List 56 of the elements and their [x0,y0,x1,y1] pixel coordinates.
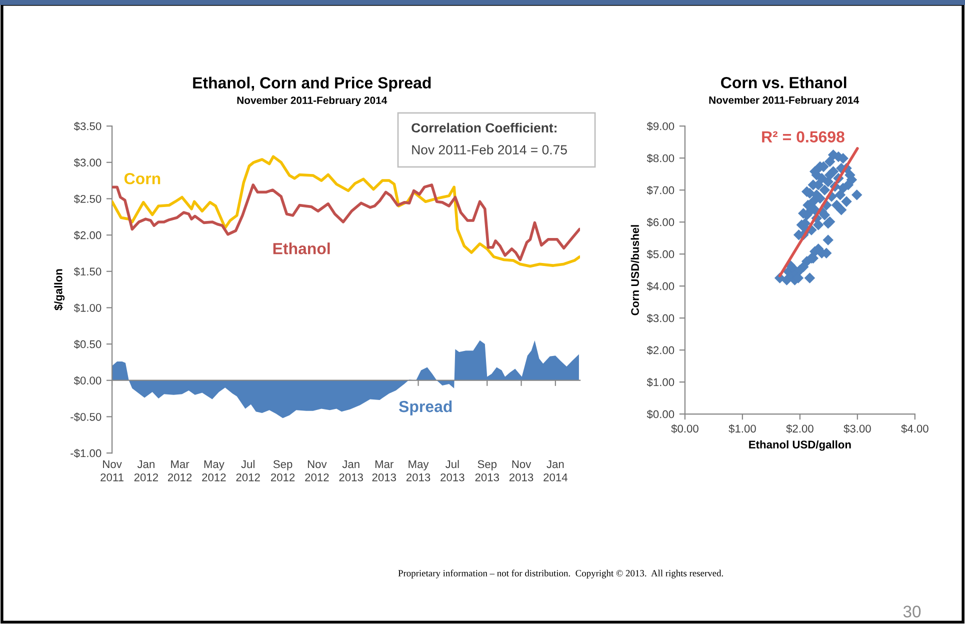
x-tick-label: Jan 2013 [339,460,363,482]
x-tick-label: Nov 2011 [100,460,124,482]
y-tick-label: $3.50 [74,122,102,131]
y-tick-label: $1.00 [646,378,674,387]
y-tick-label: $6.00 [646,218,674,227]
y-tick-label: $9.00 [646,122,674,131]
text: Proprietary information – not for distribution. Copyright © 2013. All rights reserved. [398,570,723,578]
y-tick-label: $2.00 [646,346,674,355]
x-tick-label: $1.00 [728,424,756,434]
x-tick-label: $0.00 [671,424,698,434]
x-tick-label: Sep 2013 [475,460,499,482]
y-axis-title: $/gallon [54,269,65,310]
annotation: Correlation Coefficient: [412,122,556,133]
y-tick-label: $0.00 [646,410,674,419]
x-tick-label: Nov 2013 [509,460,534,482]
y-tick-label: $2.00 [74,230,102,240]
chart-title: Corn vs. Ethanol [721,76,846,88]
x-axis-title: Ethanol USD/gallon [749,440,851,451]
y-tick-label: -$0.50 [70,412,102,422]
annotation: R² = 0.5698 [762,131,844,143]
series-label: Ethanol [273,242,330,254]
y-tick-label: $8.00 [646,154,674,163]
chart-subtitle: November 2011-February 2014 [709,96,860,106]
y-tick-label: $1.00 [74,304,102,312]
y-tick-label: $0.50 [74,340,102,349]
y-tick-label: $1.50 [74,267,102,276]
x-tick-label: May 2012 [202,460,226,482]
y-tick-label: $0.00 [74,376,102,386]
x-tick-label: Mar 2012 [168,460,192,482]
y-tick-label: -$1.00 [70,448,102,458]
x-tick-label: $3.00 [844,424,871,434]
x-tick-label: $4.00 [901,424,928,434]
x-tick-label: Sep 2012 [270,460,295,482]
y-axis-title: Corn USD/bushel [630,225,640,316]
line-series [112,184,580,262]
series-label: Spread [399,400,452,416]
y-tick-label: $3.00 [74,158,102,168]
x-tick-label: Mar 2013 [372,460,396,482]
x-tick-label: Jul 2012 [236,460,260,482]
x-tick-label: Jan 2012 [134,460,158,482]
line-series [112,155,580,268]
y-tick-label: $2.50 [74,194,102,204]
text: 30 [903,606,921,618]
y-tick-label: $4.00 [646,282,674,291]
x-tick-label: May 2013 [406,460,430,482]
x-tick-label: Nov 2012 [305,460,329,482]
series-label: Corn [124,172,160,184]
annotation: Nov 2011-Feb 2014 = 0.75 [412,144,567,154]
y-tick-label: $3.00 [646,314,674,323]
y-tick-label: $5.00 [646,250,674,259]
x-tick-label: Jan 2014 [544,460,568,482]
chart-subtitle: November 2011-February 2014 [237,96,388,106]
x-tick-label: Jul 2013 [440,460,464,482]
chart-title: Ethanol, Corn and Price Spread [193,76,431,92]
y-tick-label: $7.00 [646,186,674,195]
x-tick-label: $2.00 [786,424,814,434]
